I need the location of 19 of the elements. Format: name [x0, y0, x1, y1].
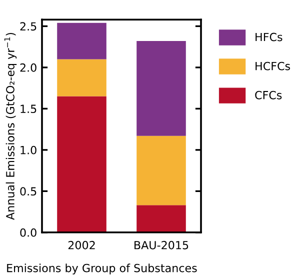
y-axis-title: Annual Emissions (GtCO₂-eq yr$^{−1}$) [4, 33, 17, 220]
legend-label: HCFCs [256, 62, 290, 70]
bar [57, 22, 106, 60]
bar [136, 205, 186, 232]
y-tick-label: 0.0 [20, 228, 36, 237]
bar [136, 136, 186, 206]
y-tick-label: 1.0 [20, 146, 36, 154]
y-tick-label: 0.5 [20, 187, 36, 196]
x-axis-title: Emissions by Group of Substances [7, 264, 197, 274]
y-tick-label: 1.5 [20, 104, 36, 114]
x-tick-label: BAU-2015 [134, 240, 188, 250]
y-tick-label: 2.0 [20, 63, 36, 72]
bar [57, 96, 106, 232]
bar [136, 41, 186, 136]
bar [57, 59, 106, 96]
y-tick-label: 2.5 [20, 22, 36, 31]
legend-label: CFCs [255, 90, 282, 100]
legend-label: HFCs [256, 32, 282, 42]
x-tick-label: 2002 [68, 240, 95, 250]
